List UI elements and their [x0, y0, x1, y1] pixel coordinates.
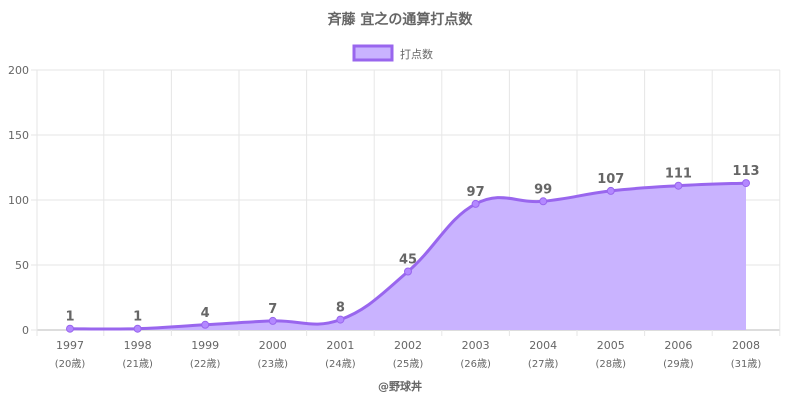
series-points	[66, 179, 750, 333]
x-tick-label: 2005	[597, 339, 625, 352]
y-axis: 0 50 100 150 200	[8, 64, 29, 337]
x-tick-sublabel: (29歳)	[663, 358, 694, 370]
x-axis: 1997 (20歳) 1998 (21歳) 1999 (22歳) 2000 (23歳) 2001…	[55, 339, 762, 370]
y-tick-label: 0	[22, 324, 29, 337]
data-point	[539, 197, 548, 206]
data-point	[268, 316, 277, 325]
data-point	[133, 324, 142, 333]
data-point	[66, 324, 74, 333]
x-tick-label: 1998	[124, 339, 152, 352]
x-tick-label: 2003	[462, 339, 490, 352]
x-tick-label: 2001	[326, 339, 354, 352]
x-tick-sublabel: (24歳)	[325, 358, 356, 370]
x-tick-label: 2000	[259, 339, 287, 352]
x-tick-sublabel: (21歳)	[122, 358, 153, 370]
series-fill	[70, 183, 746, 330]
data-label: 97	[467, 185, 485, 200]
y-tick-label: 100	[8, 194, 29, 207]
data-label: 1	[133, 310, 142, 325]
data-labels: 1 1 4 7 8 45 97 99 107 111 113	[65, 164, 759, 325]
data-label: 4	[201, 306, 210, 321]
data-point	[606, 186, 615, 195]
data-point	[336, 315, 345, 324]
data-label: 45	[399, 253, 417, 268]
data-point	[471, 199, 480, 208]
x-tick-sublabel: (22歳)	[190, 358, 221, 370]
x-tick-label: 2008	[732, 339, 760, 352]
y-tick-label: 200	[8, 64, 29, 77]
legend-swatch	[352, 44, 394, 62]
data-point	[674, 181, 683, 190]
data-point	[201, 320, 210, 329]
x-tick-label: 1997	[56, 339, 84, 352]
x-tick-sublabel: (23歳)	[258, 358, 289, 370]
chart-title: 斉藤 宜之の通算打点数	[328, 11, 474, 28]
data-point	[404, 267, 412, 276]
x-tick-label: 2004	[529, 339, 557, 352]
data-label: 107	[597, 172, 624, 187]
y-tick-label: 50	[15, 259, 29, 272]
x-tick-sublabel: (26歳)	[460, 358, 491, 370]
x-tick-sublabel: (31歳)	[731, 358, 762, 370]
data-label: 7	[268, 302, 277, 317]
x-tick-label: 2002	[394, 339, 422, 352]
legend-label: 打点数	[400, 47, 433, 61]
legend[interactable]: 打点数	[352, 44, 433, 62]
x-tick-sublabel: (25歳)	[393, 358, 424, 370]
x-tick-sublabel: (28歳)	[596, 358, 627, 370]
footer-credit: @野球丼	[378, 379, 422, 393]
data-label: 113	[732, 164, 759, 179]
x-tick-sublabel: (27歳)	[528, 358, 559, 370]
data-label: 111	[665, 167, 692, 182]
y-tick-label: 150	[8, 129, 29, 142]
data-label: 8	[336, 301, 345, 316]
x-tick-sublabel: (20歳)	[55, 358, 86, 370]
data-point	[742, 179, 750, 188]
data-label: 99	[534, 182, 552, 197]
data-label: 1	[65, 310, 74, 325]
x-tick-label: 2006	[664, 339, 692, 352]
x-tick-label: 1999	[191, 339, 219, 352]
